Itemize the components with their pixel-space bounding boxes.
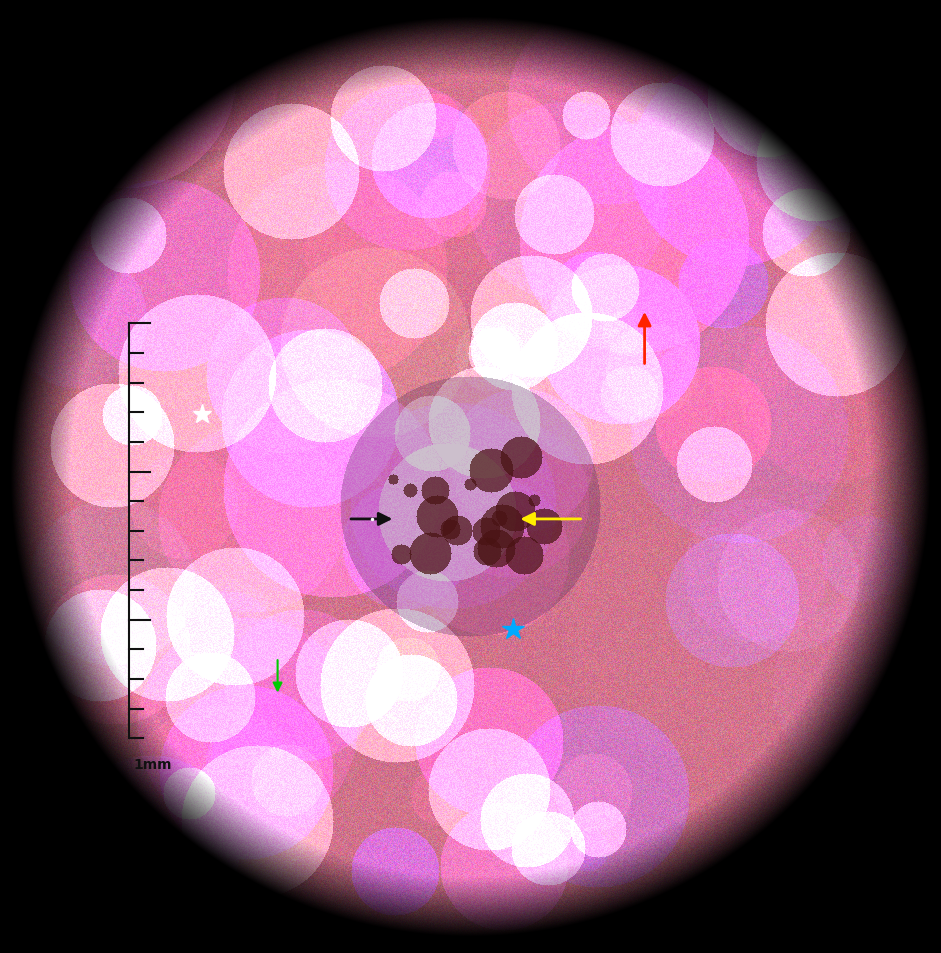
Text: 1mm: 1mm — [134, 758, 172, 772]
